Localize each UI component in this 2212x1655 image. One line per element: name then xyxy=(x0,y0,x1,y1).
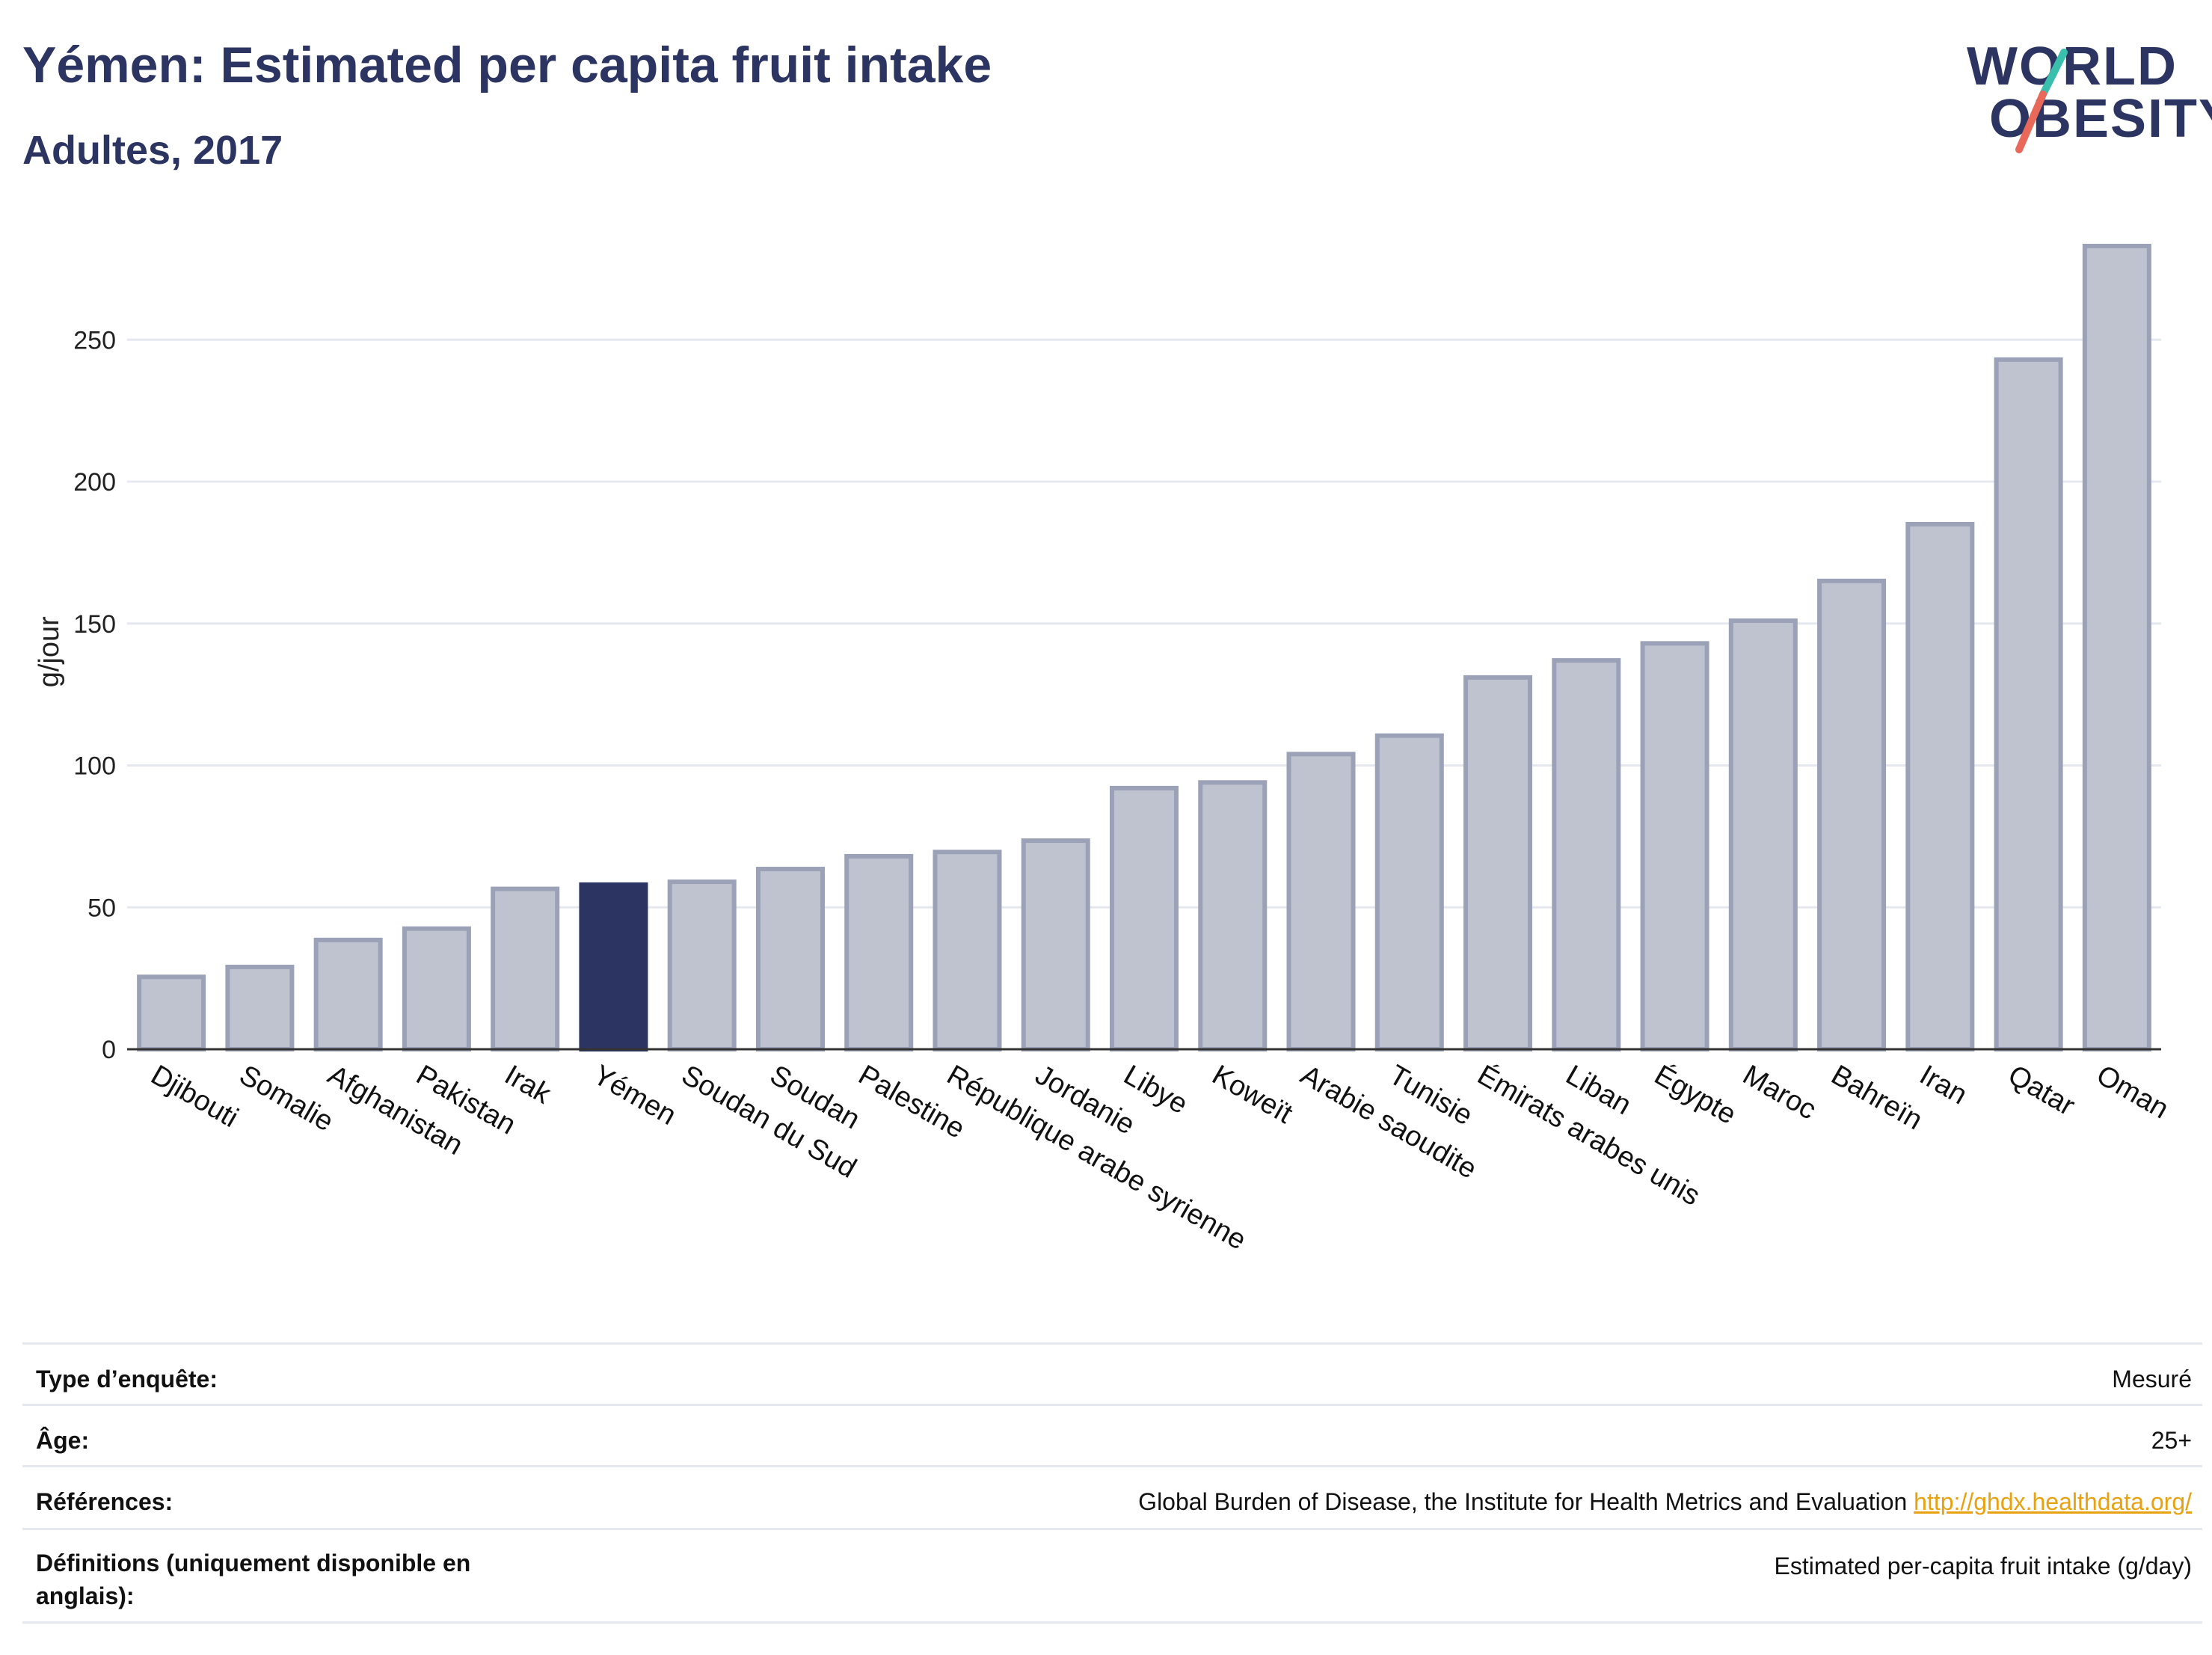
y-tick-label: 50 xyxy=(87,894,116,922)
logo-line-1: WORLD xyxy=(1967,37,2178,96)
x-tick-label: Irak xyxy=(500,1059,557,1111)
x-tick-label: Djibouti xyxy=(146,1059,244,1134)
info-row-references: Références: Global Burden of Disease, th… xyxy=(22,1465,2202,1530)
y-tick-label: 200 xyxy=(73,468,116,497)
bar xyxy=(2082,244,2151,1051)
bar xyxy=(313,937,383,1051)
bar xyxy=(1021,838,1090,1051)
bar xyxy=(1286,752,1356,1051)
info-row-definitions: Définitions (uniquement disponible en an… xyxy=(22,1528,2202,1624)
info-value: Estimated per-capita fruit intake (g/day… xyxy=(1774,1553,2192,1579)
info-value: Mesuré xyxy=(2112,1366,2192,1393)
info-value: 25+ xyxy=(2151,1427,2192,1454)
x-tick-label: Bahreïn xyxy=(1826,1059,1928,1136)
chart-title: Yémen: Estimated per capita fruit intake xyxy=(22,37,992,93)
info-row-survey-type: Type d’enquête: Mesuré xyxy=(22,1342,2202,1406)
x-tick-label: Qatar xyxy=(2003,1059,2080,1122)
bar xyxy=(1728,618,1798,1051)
bar xyxy=(844,853,914,1051)
y-tick-label: 100 xyxy=(73,752,116,781)
bar xyxy=(1374,733,1444,1052)
bar xyxy=(667,879,737,1051)
reference-text: Global Burden of Disease, the Institute … xyxy=(1138,1488,1908,1515)
reference-link[interactable]: http://ghdx.healthdata.org/ xyxy=(1914,1488,2192,1515)
info-label: Type d’enquête: xyxy=(36,1366,218,1393)
world-obesity-logo[interactable]: WORLD OBESITY xyxy=(1959,30,2212,165)
bar xyxy=(1552,658,1621,1051)
bar-chart: 050100150200250g/jourDjiboutiSomalieAfgh… xyxy=(34,244,2174,1256)
bar xyxy=(137,974,206,1052)
y-axis-label: g/jour xyxy=(34,616,65,687)
x-tick-label: Égypte xyxy=(1649,1059,1742,1131)
bar xyxy=(933,850,1002,1052)
info-label: Références: xyxy=(36,1488,173,1515)
bar xyxy=(402,926,471,1052)
bar xyxy=(1817,578,1887,1051)
bar xyxy=(1640,641,1709,1051)
info-label: Âge: xyxy=(36,1427,90,1454)
x-tick-label: Koweït xyxy=(1207,1059,1298,1130)
chart-subtitle: Adultes, 2017 xyxy=(22,128,283,173)
x-tick-label: Iran xyxy=(1914,1059,1973,1111)
y-tick-label: 250 xyxy=(73,326,116,354)
bar xyxy=(491,886,560,1052)
x-tick-label: Somalie xyxy=(234,1059,339,1137)
bar xyxy=(1198,780,1268,1052)
bar xyxy=(1994,357,2063,1051)
bar xyxy=(225,964,295,1051)
bar xyxy=(1905,521,1975,1051)
bar xyxy=(1463,675,1533,1051)
x-tick-label: Oman xyxy=(2091,1059,2174,1125)
bar xyxy=(579,882,648,1052)
info-row-age: Âge: 25+ xyxy=(22,1404,2202,1467)
info-label: Définitions (uniquement disponible en an… xyxy=(36,1550,471,1609)
x-tick-label: Maroc xyxy=(1737,1059,1821,1126)
bar xyxy=(1110,785,1179,1051)
x-tick-label: Yémen xyxy=(588,1059,681,1132)
info-value: Global Burden of Disease, the Institute … xyxy=(1138,1488,2192,1516)
y-tick-label: 0 xyxy=(102,1036,116,1064)
y-tick-label: 150 xyxy=(73,610,116,639)
bar xyxy=(755,867,825,1051)
logo-slash-icon xyxy=(2015,49,2068,153)
